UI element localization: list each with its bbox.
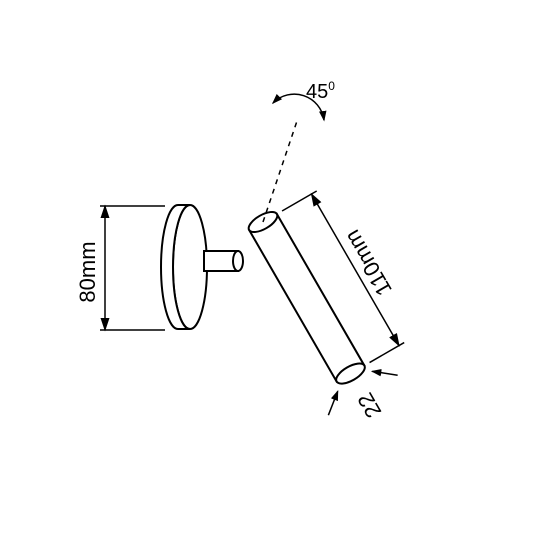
svg-text:110mm: 110mm <box>339 226 397 301</box>
technical-drawing: 450 80mm 110mm 22 <box>0 0 550 550</box>
dimension-height <box>100 206 165 330</box>
connector-stub <box>204 251 243 271</box>
mount-plate <box>161 205 207 329</box>
svg-text:22: 22 <box>352 388 386 422</box>
dimension-height-label: 80mm <box>75 241 100 302</box>
angle-label: 450 <box>306 79 335 103</box>
pivot-axis-line <box>263 118 298 222</box>
